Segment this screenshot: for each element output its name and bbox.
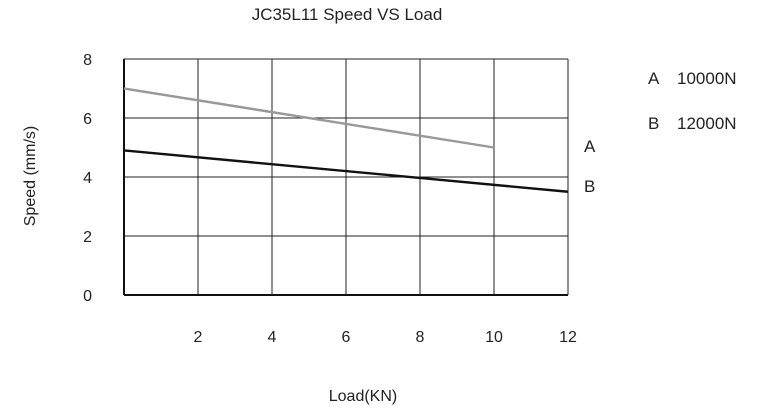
- legend-series-value: 12000N: [677, 114, 737, 133]
- x-tick-label: 12: [559, 329, 577, 346]
- series-group: AB: [123, 87, 596, 196]
- x-tick-label: 6: [342, 329, 351, 346]
- y-tick-label: 0: [83, 288, 92, 305]
- axes: [123, 59, 568, 296]
- series-line-b: [123, 149, 569, 193]
- legend-series-name: A: [648, 69, 660, 88]
- grid: [124, 58, 569, 295]
- series-label-a: A: [584, 137, 596, 156]
- series-line-a: [123, 87, 495, 149]
- series-label-b: B: [584, 177, 595, 196]
- y-tick-label: 4: [83, 170, 92, 187]
- x-tick-label: 10: [485, 329, 503, 346]
- legend: A 10000N B 12000N: [648, 69, 737, 133]
- x-tick-label: 2: [194, 329, 203, 346]
- chart-title: JC35L11 Speed VS Load: [252, 5, 443, 24]
- y-tick-label: 8: [83, 52, 92, 69]
- y-tick-label: 2: [83, 229, 92, 246]
- x-tick-label: 8: [416, 329, 425, 346]
- x-axis-title: Load(KN): [329, 388, 397, 405]
- y-axis-title: Speed (mm/s): [22, 126, 39, 226]
- x-tick-label: 4: [268, 329, 277, 346]
- y-tick-label: 6: [83, 111, 92, 128]
- legend-series-value: 10000N: [677, 69, 737, 88]
- tick-labels: 2 4 6 8 10 12 0 2 4 6 8: [83, 52, 577, 346]
- legend-series-name: B: [648, 114, 659, 133]
